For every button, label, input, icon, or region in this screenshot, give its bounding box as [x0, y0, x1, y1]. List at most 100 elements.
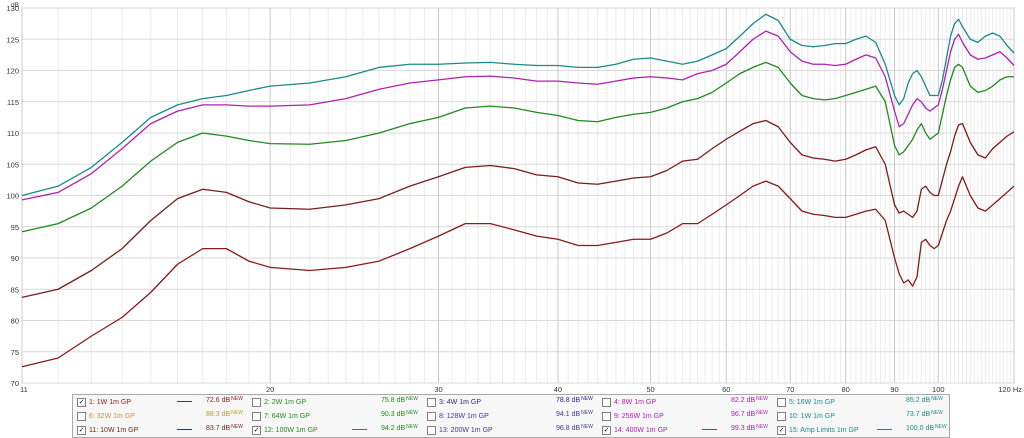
legend-item: 4: 8W 1m GP — [602, 395, 656, 409]
legend-checkbox[interactable] — [427, 411, 436, 421]
legend-item: ✓ 1: 1W 1m GP — [77, 395, 131, 409]
legend-label: 15: Amp Limits 1m GP — [789, 426, 859, 434]
x-tick-label: 20 — [266, 385, 274, 392]
legend-item: ✓ 11: 10W 1m GP — [77, 423, 138, 437]
legend-value: 85.2 dBNEW — [906, 396, 943, 404]
legend-value-text: 72.6 dB — [206, 397, 231, 404]
legend-checkbox[interactable] — [252, 411, 261, 421]
y-tick-label: 120 — [6, 67, 19, 76]
legend-new-tag: NEW — [581, 410, 593, 416]
legend-label: 5: 16W 1m GP — [789, 398, 835, 406]
legend-item: 5: 16W 1m GP — [777, 395, 835, 409]
legend-label: 6: 32W 1m GP — [89, 412, 135, 420]
legend-item: 10: 1W 1m GP — [777, 409, 835, 423]
y-tick-label: 110 — [7, 129, 19, 138]
legend-item: 7: 64W 1m GP — [252, 409, 310, 423]
legend-label: 12: 100W 1m GP — [264, 426, 318, 434]
legend-value: 88.3 dBNEW — [206, 410, 243, 418]
legend-label: 4: 8W 1m GP — [614, 398, 657, 406]
legend-new-tag: NEW — [406, 424, 418, 430]
legend-new-tag: NEW — [581, 396, 593, 402]
legend-new-tag: NEW — [406, 396, 418, 402]
legend-value: 82.2 dBNEW — [731, 396, 768, 404]
legend-swatch — [352, 429, 367, 430]
legend-label: 8: 128W 1m GP — [439, 412, 489, 420]
x-tick-label: 11 — [20, 385, 28, 392]
legend-label: 14: 400W 1m GP — [614, 426, 668, 434]
y-tick-label: 70 — [11, 379, 19, 388]
legend-new-tag: NEW — [581, 424, 593, 430]
chart-svg: 70 75 80 85 90 95 100 105 110 115 120 125 130 11 20 30 4… — [6, 2, 1022, 394]
legend-label: 3: 4W 1m GP — [439, 398, 482, 406]
legend-value-text: 96.7 dB — [731, 411, 756, 418]
legend-item: ✓ 12: 100W 1m GP — [252, 423, 318, 437]
legend-swatch — [877, 429, 892, 430]
frequency-response-chart: 70 75 80 85 90 95 100 105 110 115 120 125 130 11 20 30 4… — [6, 2, 1022, 394]
series-line-4 — [21, 30, 1015, 201]
legend-value: 78.8 dBNEW — [556, 396, 593, 404]
y-tick-label: 85 — [11, 285, 19, 294]
legend-value: 75.8 dBNEW — [381, 396, 418, 404]
legend-value: 99.3 dBNEW — [731, 424, 768, 432]
y-tick-label: 130 — [6, 4, 19, 13]
legend-item: ✓ 14: 400W 1m GP — [602, 423, 668, 437]
legend-checkbox[interactable]: ✓ — [777, 425, 786, 435]
legend-new-tag: NEW — [756, 424, 768, 430]
legend-new-tag: NEW — [931, 410, 943, 416]
legend-checkbox[interactable] — [602, 411, 611, 421]
legend-checkbox[interactable] — [777, 411, 786, 421]
legend-value-text: 82.2 dB — [731, 397, 756, 404]
legend-panel: ✓ 1: 1W 1m GP 72.6 dBNEW 2: 2W 1m GP 75.8 dB… — [72, 394, 950, 438]
series-line-2 — [21, 119, 1015, 299]
legend-new-tag: NEW — [756, 396, 768, 402]
legend-checkbox[interactable]: ✓ — [252, 425, 261, 435]
legend-checkbox[interactable] — [602, 397, 611, 407]
legend-label: 2: 2W 1m GP — [264, 398, 307, 406]
legend-new-tag: NEW — [231, 396, 243, 402]
legend-value-text: 99.3 dB — [731, 425, 756, 432]
x-tick-label: 40 — [554, 385, 562, 392]
y-tick-label: 125 — [6, 35, 19, 44]
series-line-1 — [21, 176, 1015, 368]
legend-value: 94.1 dBNEW — [556, 410, 593, 418]
legend-label: 11: 10W 1m GP — [89, 426, 139, 434]
legend-value: 100.0 dBNEW — [906, 424, 947, 432]
legend-checkbox[interactable]: ✓ — [77, 425, 86, 435]
legend-label: 1: 1W 1m GP — [89, 398, 132, 406]
legend-checkbox[interactable] — [77, 411, 86, 421]
legend-new-tag: NEW — [231, 424, 243, 430]
legend-swatch — [702, 429, 717, 430]
y-tick-label: 75 — [11, 348, 19, 357]
legend-item: 6: 32W 1m GP — [77, 409, 135, 423]
legend-item: 8: 128W 1m GP — [427, 409, 489, 423]
legend-label: 13: 200W 1m GP — [439, 426, 493, 434]
legend-value: 96.8 dBNEW — [556, 424, 593, 432]
legend-value: 73.7 dBNEW — [906, 410, 943, 418]
series-line-3 — [21, 61, 1014, 233]
legend-new-tag: NEW — [756, 410, 768, 416]
legend-swatch — [177, 429, 192, 430]
legend-swatch — [177, 401, 192, 402]
legend-value-text: 85.2 dB — [906, 397, 931, 404]
x-tick-label: 70 — [786, 385, 794, 392]
legend-value-text: 75.8 dB — [381, 397, 406, 404]
legend-checkbox[interactable] — [427, 397, 436, 407]
x-tick-label: 50 — [646, 385, 654, 392]
legend-checkbox[interactable] — [427, 425, 436, 435]
x-tick-label: 60 — [722, 385, 730, 392]
legend-checkbox[interactable] — [777, 397, 786, 407]
legend-new-tag: NEW — [931, 396, 943, 402]
legend-item: 3: 4W 1m GP — [427, 395, 481, 409]
x-tick-label: 90 — [890, 385, 898, 392]
legend-value-text: 78.8 dB — [556, 397, 581, 404]
x-tick-label: 80 — [842, 385, 850, 392]
y-tick-label: 95 — [11, 223, 19, 232]
x-tick-label: 30 — [434, 385, 442, 392]
x-tick-label: 100 — [932, 385, 945, 392]
legend-checkbox[interactable] — [252, 397, 261, 407]
y-unit-label: dB — [11, 2, 19, 9]
legend-checkbox[interactable]: ✓ — [77, 397, 86, 407]
legend-checkbox[interactable]: ✓ — [602, 425, 611, 435]
legend-value: 94.2 dBNEW — [381, 424, 418, 432]
legend-value: 96.7 dBNEW — [731, 410, 768, 418]
